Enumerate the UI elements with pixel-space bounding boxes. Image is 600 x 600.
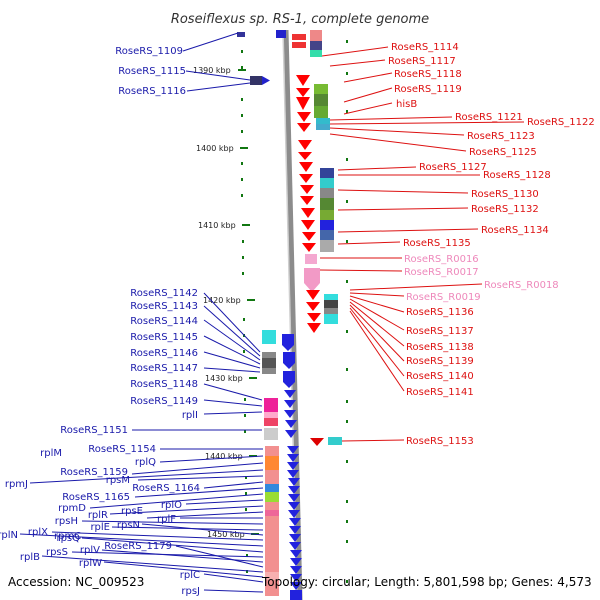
gene-label[interactable]: rplC <box>180 570 200 581</box>
rna-label[interactable]: RoseRS_R0018 <box>484 280 559 291</box>
gene-label[interactable]: RoseRS_1144 <box>130 316 198 327</box>
gene-label[interactable]: RoseRS_1154 <box>88 444 156 455</box>
gene-label[interactable]: rplF <box>157 514 176 525</box>
gene-label[interactable]: rpmC <box>54 531 81 542</box>
scale-tick-label: 1440 kbp <box>205 452 243 461</box>
minus-strand-genes <box>292 30 342 446</box>
gene-label[interactable]: rplQ <box>135 457 156 468</box>
accession-text: Accession: NC_009523 <box>8 575 144 589</box>
gene-label[interactable]: RoseRS_1147 <box>130 363 198 374</box>
gene-label[interactable]: RoseRS_1125 <box>469 147 537 158</box>
rna-gene-labels: RoseRS_R0016 RoseRS_R0017 RoseRS_R0018 R… <box>404 254 559 303</box>
gene-label[interactable]: RoseRS_1115 <box>118 66 186 77</box>
gene-label[interactable]: RoseRS_1134 <box>481 225 549 236</box>
gene-label[interactable]: RoseRS_1179 <box>104 541 172 552</box>
gene-label[interactable]: RoseRS_1123 <box>467 131 535 142</box>
gene-label[interactable]: rplN <box>0 530 18 541</box>
gene-label[interactable]: rplX <box>28 527 48 538</box>
gene-label[interactable]: RoseRS_1119 <box>394 84 462 95</box>
gene-label[interactable]: RoseRS_1153 <box>406 436 474 447</box>
gene-label[interactable]: rpsH <box>55 516 78 527</box>
rna-label[interactable]: RoseRS_R0019 <box>406 292 481 303</box>
gene-label[interactable]: rplE <box>90 522 110 533</box>
gene-label[interactable]: rpsM <box>106 475 130 486</box>
gene-label[interactable]: RoseRS_1122 <box>527 117 595 128</box>
topology-text: Topology: circular; Length: 5,801,598 bp… <box>261 575 592 589</box>
gene-label[interactable]: RoseRS_1121 <box>455 112 523 123</box>
gene-label[interactable]: RoseRS_1159 <box>60 467 128 478</box>
gene-label[interactable]: RoseRS_1137 <box>406 326 474 337</box>
gene-label[interactable]: rplI <box>182 410 198 421</box>
rna-label[interactable]: RoseRS_R0017 <box>404 267 479 278</box>
gene-label[interactable]: rpmD <box>58 503 86 514</box>
gene-label[interactable]: RoseRS_1130 <box>471 189 539 200</box>
gene-label[interactable]: RoseRS_1138 <box>406 342 474 353</box>
gene-label[interactable]: RoseRS_1143 <box>130 301 198 312</box>
scale-tick-label: 1450 kbp <box>207 530 245 539</box>
gene-label[interactable]: RoseRS_1136 <box>406 307 474 318</box>
scale-ticks: 1390 kbp 1400 kbp 1410 kbp 1420 kbp 1430… <box>193 66 259 539</box>
gene-label[interactable]: RoseRS_1109 <box>115 46 183 57</box>
plus-strand-genes-lower <box>262 330 297 596</box>
gene-label[interactable]: RoseRS_1141 <box>406 387 474 398</box>
gene-label[interactable]: RoseRS_1132 <box>471 204 539 215</box>
gene-label[interactable]: RoseRS_1118 <box>394 69 462 80</box>
gene-label[interactable]: rplW <box>79 558 102 569</box>
gene-label[interactable]: RoseRS_1164 <box>132 483 200 494</box>
right-leader-lines <box>319 46 525 442</box>
scale-tick-label: 1400 kbp <box>196 144 234 153</box>
gene-label[interactable]: hisB <box>396 99 417 110</box>
gene-label[interactable]: rpsS <box>46 547 68 558</box>
gene-label[interactable]: RoseRS_1146 <box>130 348 198 359</box>
map-title: Roseiflexus sp. RS-1, complete genome <box>171 12 429 27</box>
ribosomal-gene-arrows <box>287 446 302 600</box>
gene-label[interactable]: RoseRS_1128 <box>483 170 551 181</box>
scale-tick-label: 1410 kbp <box>198 221 236 230</box>
gene-label[interactable]: rplB <box>20 552 40 563</box>
scale-tick-label: 1420 kbp <box>203 296 241 305</box>
gene-label[interactable]: rpsN <box>117 520 140 531</box>
gene-label[interactable]: rpsJ <box>181 586 200 597</box>
gene-label[interactable]: RoseRS_1127 <box>419 162 487 173</box>
scale-dot-column <box>241 40 348 583</box>
gene-label[interactable]: rpsQ <box>56 533 80 544</box>
left-gene-labels: RoseRS_1109 RoseRS_1115 RoseRS_1116 Rose… <box>0 46 200 597</box>
gene-label[interactable]: RoseRS_1140 <box>406 371 474 382</box>
scale-tick-label: 1430 kbp <box>205 374 243 383</box>
gene-label[interactable]: RoseRS_1151 <box>60 425 128 436</box>
gene-label[interactable]: RoseRS_1142 <box>130 288 198 299</box>
gene-label[interactable]: RoseRS_1135 <box>403 238 471 249</box>
right-gene-labels: RoseRS_1114 RoseRS_1117 RoseRS_1118 Rose… <box>388 42 595 447</box>
gene-label[interactable]: rpmJ <box>5 479 28 490</box>
gene-label[interactable]: RoseRS_1117 <box>388 56 456 67</box>
gene-label[interactable]: RoseRS_1116 <box>118 86 186 97</box>
gene-label[interactable]: rpsE <box>121 506 143 517</box>
gene-label[interactable]: RoseRS_1139 <box>406 356 474 367</box>
gene-label[interactable]: rplM <box>40 448 62 459</box>
plus-strand-genes-upper <box>237 30 286 85</box>
gene-label[interactable]: rplR <box>88 510 108 521</box>
gene-label[interactable]: rplO <box>161 500 182 511</box>
gene-label[interactable]: RoseRS_1145 <box>130 332 198 343</box>
gene-label[interactable]: RoseRS_1114 <box>391 42 459 53</box>
scale-tick-label: 1390 kbp <box>193 66 231 75</box>
gene-label[interactable]: rplV <box>80 545 100 556</box>
rna-label[interactable]: RoseRS_R0016 <box>404 254 479 265</box>
gene-label[interactable]: RoseRS_1148 <box>130 379 198 390</box>
gene-label[interactable]: RoseRS_1149 <box>130 396 198 407</box>
gene-label[interactable]: RoseRS_1165 <box>62 492 130 503</box>
left-leader-lines <box>19 32 264 593</box>
